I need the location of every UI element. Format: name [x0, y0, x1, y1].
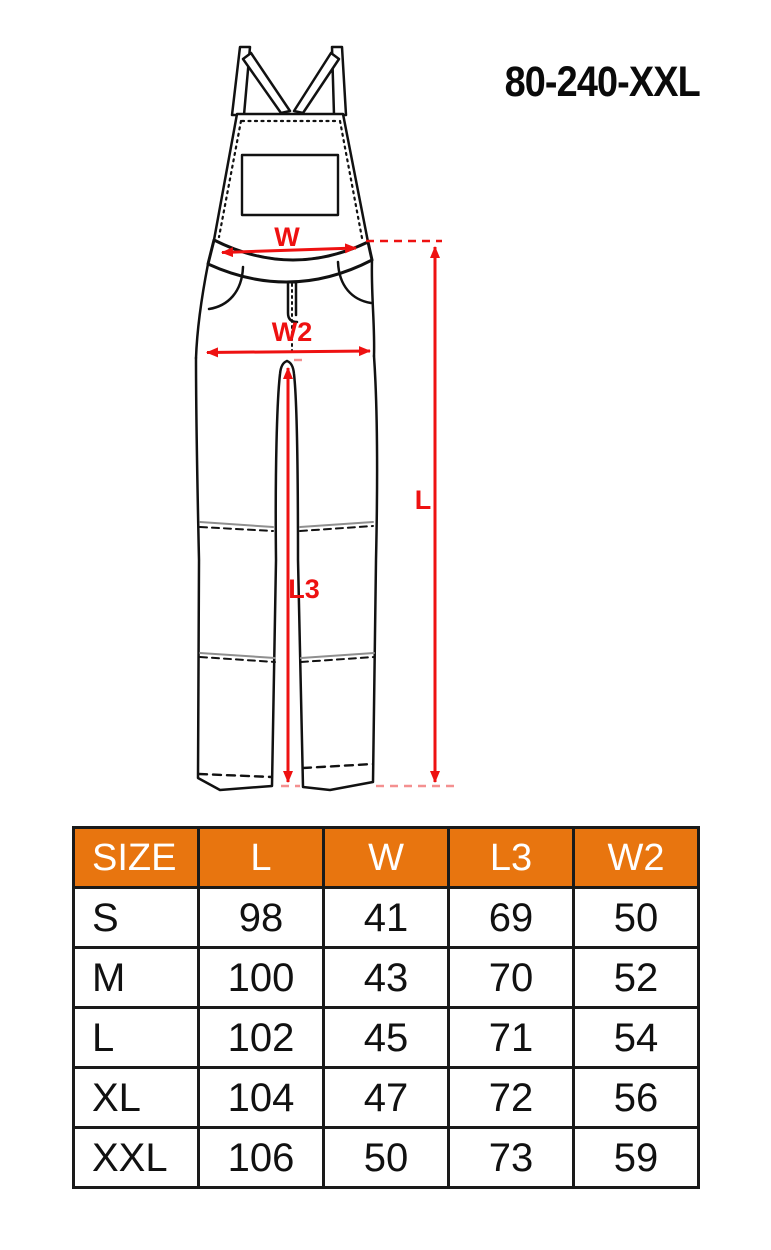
cell-w: 50: [322, 1126, 450, 1189]
cell-l: 106: [197, 1126, 325, 1189]
dim-arrow-w: [221, 243, 357, 258]
front-pocket-left: [207, 265, 245, 311]
table-row: XL 104 47 72 56: [72, 1066, 700, 1129]
hip-right-seam: [370, 258, 376, 358]
table-row: L 102 45 71 54: [72, 1006, 700, 1069]
stitch-lines: [217, 119, 364, 240]
table-row: S 98 41 69 50: [72, 886, 700, 949]
header-w: W: [322, 826, 450, 889]
row-size-label: XL: [72, 1066, 200, 1129]
front-pocket-right: [336, 260, 373, 305]
shoulder-straps: [230, 45, 348, 117]
cell-l: 98: [197, 886, 325, 949]
cell-w2: 52: [572, 946, 700, 1009]
cell-l3: 72: [447, 1066, 575, 1129]
leg-left: [194, 356, 289, 792]
size-table: SIZE L W L3 W2 S 98 41 69 50 M 100 43 70…: [72, 826, 700, 1189]
dim-arrow-w2: [206, 346, 371, 358]
knee-seams: [199, 521, 375, 663]
cell-w: 43: [322, 946, 450, 1009]
cell-l: 104: [197, 1066, 325, 1129]
fly: [286, 281, 299, 357]
cell-l3: 71: [447, 1006, 575, 1069]
header-w2: W2: [572, 826, 700, 889]
cell-w2: 56: [572, 1066, 700, 1129]
header-l3: L3: [447, 826, 575, 889]
dim-label-w2: W2: [272, 317, 313, 347]
cell-l: 100: [197, 946, 325, 1009]
size-table-header-row: SIZE L W L3 W2: [72, 826, 700, 889]
header-size: SIZE: [72, 826, 200, 889]
header-l: L: [197, 826, 325, 889]
dimension-lines: [206, 239, 459, 788]
cell-l: 102: [197, 1006, 325, 1069]
cell-l3: 70: [447, 946, 575, 1009]
chest-pocket: [240, 153, 340, 217]
dim-label-l: L: [415, 485, 432, 515]
row-size-label: XXL: [72, 1126, 200, 1189]
cell-l3: 73: [447, 1126, 575, 1189]
hip-left-seam: [194, 262, 210, 360]
row-size-label: M: [72, 946, 200, 1009]
dim-extension-pink: [281, 358, 459, 788]
table-row: M 100 43 70 52: [72, 946, 700, 1009]
product-code: 80-240-XXL: [504, 58, 701, 106]
table-row: XXL 106 50 73 59: [72, 1126, 700, 1189]
hem-stitches: [197, 762, 375, 779]
row-size-label: L: [72, 1006, 200, 1069]
cell-w2: 54: [572, 1006, 700, 1069]
dim-label-l3: L3: [288, 574, 320, 604]
cell-w2: 50: [572, 886, 700, 949]
overalls-diagram: W W2 L L3: [194, 45, 459, 792]
leg-right: [285, 354, 379, 792]
dim-label-w: W: [274, 222, 300, 252]
row-size-label: S: [72, 886, 200, 949]
cell-w: 45: [322, 1006, 450, 1069]
cell-l3: 69: [447, 886, 575, 949]
cell-w: 41: [322, 886, 450, 949]
cell-w: 47: [322, 1066, 450, 1129]
cell-w2: 59: [572, 1126, 700, 1189]
